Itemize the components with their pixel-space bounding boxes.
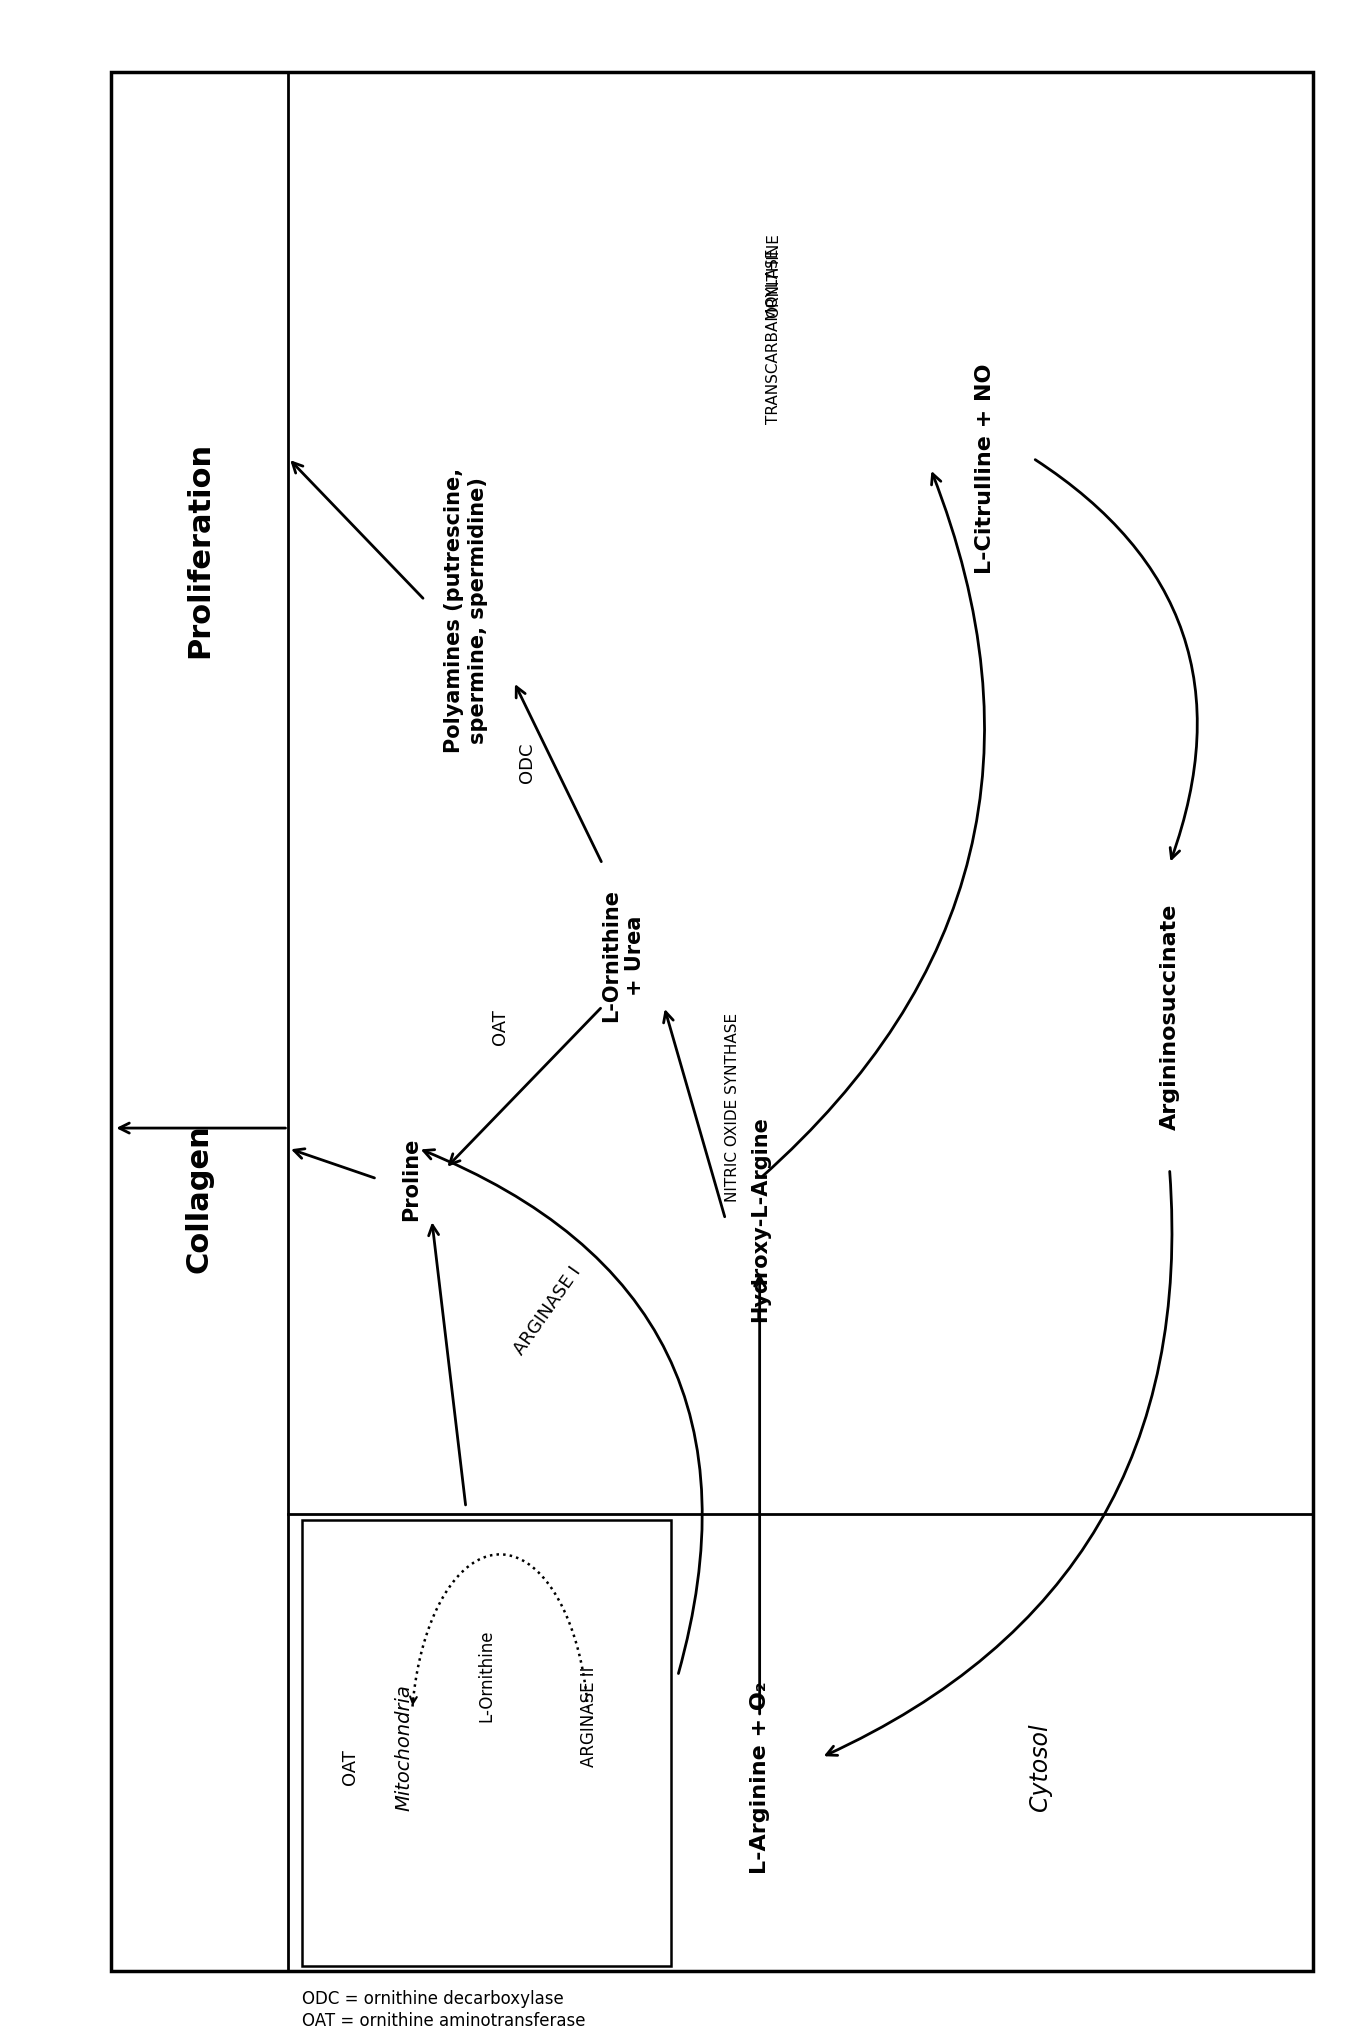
Text: ARGINASE II: ARGINASE II [580, 1666, 598, 1768]
Text: L-Arginine + O₂: L-Arginine + O₂ [750, 1682, 769, 1873]
Text: TRANSCARBAMOYLASE: TRANSCARBAMOYLASE [765, 248, 780, 425]
Text: Mitochondria: Mitochondria [394, 1684, 413, 1810]
Text: Argininosuccinate: Argininosuccinate [1160, 903, 1180, 1129]
Text: NITRIC OXIDE SYNTHASE: NITRIC OXIDE SYNTHASE [724, 1013, 739, 1202]
Text: Hydroxy-L-Argine: Hydroxy-L-Argine [750, 1117, 769, 1322]
Text: ARGINASE I: ARGINASE I [511, 1263, 585, 1359]
Text: L-Ornithine: L-Ornithine [478, 1629, 496, 1723]
Text: L-Ornithine
+ Urea: L-Ornithine + Urea [601, 889, 645, 1021]
Text: Proliferation: Proliferation [185, 441, 214, 657]
Text: Cytosol: Cytosol [1028, 1723, 1051, 1812]
Text: ORNITHINE: ORNITHINE [765, 234, 780, 317]
Text: ODC = ornithine decarboxylase: ODC = ornithine decarboxylase [303, 1989, 564, 2008]
Text: Collagen: Collagen [185, 1125, 214, 1273]
Text: L-Citrulline + NO: L-Citrulline + NO [975, 362, 995, 574]
Text: ODC: ODC [519, 742, 537, 783]
Text: OAT: OAT [341, 1749, 359, 1786]
Text: OAT = ornithine aminotransferase: OAT = ornithine aminotransferase [303, 2012, 586, 2030]
Text: Polyamines (putrescine,
spermine, spermidine): Polyamines (putrescine, spermine, spermi… [445, 468, 487, 753]
Text: OAT: OAT [491, 1009, 509, 1045]
Text: Proline: Proline [401, 1137, 422, 1220]
Bar [111, 73, 1313, 1971]
Bar [303, 1519, 671, 1967]
